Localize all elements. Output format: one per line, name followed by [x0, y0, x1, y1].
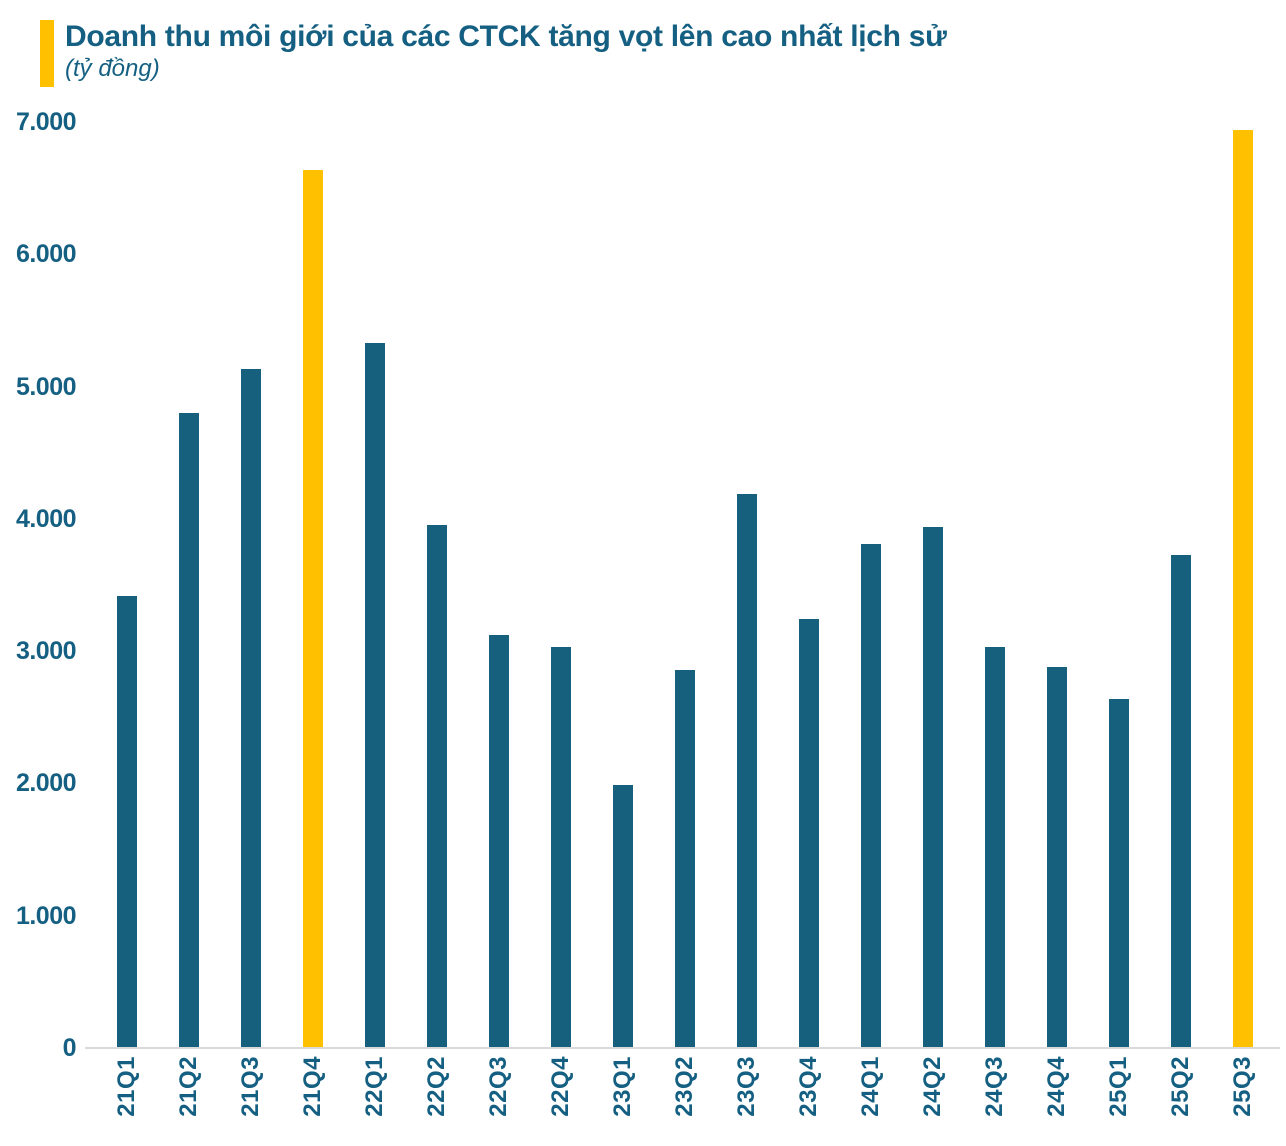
- x-tick-23Q2: 23Q2: [671, 1056, 698, 1117]
- x-tick-22Q2: 22Q2: [423, 1056, 450, 1117]
- bar-22Q2: [427, 525, 447, 1048]
- bar-21Q3: [241, 369, 261, 1048]
- x-tick-21Q2: 21Q2: [175, 1056, 202, 1117]
- bar-23Q1: [613, 784, 633, 1048]
- x-tick-21Q3: 21Q3: [237, 1056, 264, 1117]
- chart-header: Doanh thu môi giới của các CTCK tăng vọt…: [40, 20, 947, 87]
- bar-21Q4: [303, 169, 323, 1048]
- bar-25Q1: [1109, 698, 1129, 1048]
- x-tick-22Q1: 22Q1: [361, 1056, 388, 1117]
- x-tick-21Q4: 21Q4: [299, 1056, 326, 1117]
- y-tick-5.000: 5.000: [15, 372, 77, 401]
- bar-21Q1: [117, 595, 137, 1048]
- bar-22Q3: [489, 635, 509, 1048]
- chart-title: Doanh thu môi giới của các CTCK tăng vọt…: [65, 20, 947, 53]
- bar-25Q2: [1171, 554, 1191, 1048]
- y-tick-6.000: 6.000: [15, 240, 77, 269]
- bar-23Q4: [799, 619, 819, 1048]
- bar-24Q3: [985, 647, 1005, 1048]
- y-tick-4.000: 4.000: [15, 504, 77, 533]
- bar-23Q3: [737, 493, 757, 1048]
- x-tick-23Q4: 23Q4: [795, 1056, 822, 1117]
- x-tick-22Q3: 22Q3: [485, 1056, 512, 1117]
- title-block: Doanh thu môi giới của các CTCK tăng vọt…: [65, 20, 947, 87]
- y-tick-0: 0: [62, 1034, 77, 1062]
- y-tick-1.000: 1.000: [15, 901, 77, 930]
- x-tick-24Q4: 24Q4: [1043, 1056, 1070, 1117]
- bar-22Q4: [551, 647, 571, 1048]
- x-tick-23Q1: 23Q1: [609, 1056, 636, 1117]
- x-tick-25Q3: 25Q3: [1229, 1056, 1256, 1117]
- x-tick-23Q3: 23Q3: [733, 1056, 760, 1117]
- plot-area: [90, 122, 1280, 1048]
- x-tick-24Q3: 24Q3: [981, 1056, 1008, 1117]
- chart-subtitle: (tỷ đồng): [65, 55, 160, 82]
- x-tick-21Q1: 21Q1: [113, 1056, 140, 1117]
- x-tick-25Q2: 25Q2: [1167, 1056, 1194, 1117]
- y-tick-3.000: 3.000: [15, 637, 77, 666]
- x-tick-24Q1: 24Q1: [857, 1056, 884, 1117]
- bar-24Q2: [923, 526, 943, 1048]
- bar-24Q4: [1047, 667, 1067, 1048]
- bar-23Q2: [675, 669, 695, 1048]
- bar-21Q2: [179, 413, 199, 1048]
- x-axis-line: [85, 1047, 1280, 1049]
- bar-25Q3: [1233, 129, 1253, 1048]
- bar-24Q1: [861, 544, 881, 1048]
- y-tick-2.000: 2.000: [15, 769, 77, 798]
- x-tick-25Q1: 25Q1: [1105, 1056, 1132, 1117]
- x-tick-24Q2: 24Q2: [919, 1056, 946, 1117]
- title-accent-bar: [40, 20, 54, 87]
- y-tick-7.000: 7.000: [15, 108, 77, 136]
- bar-22Q1: [365, 342, 385, 1048]
- x-tick-22Q4: 22Q4: [547, 1056, 574, 1117]
